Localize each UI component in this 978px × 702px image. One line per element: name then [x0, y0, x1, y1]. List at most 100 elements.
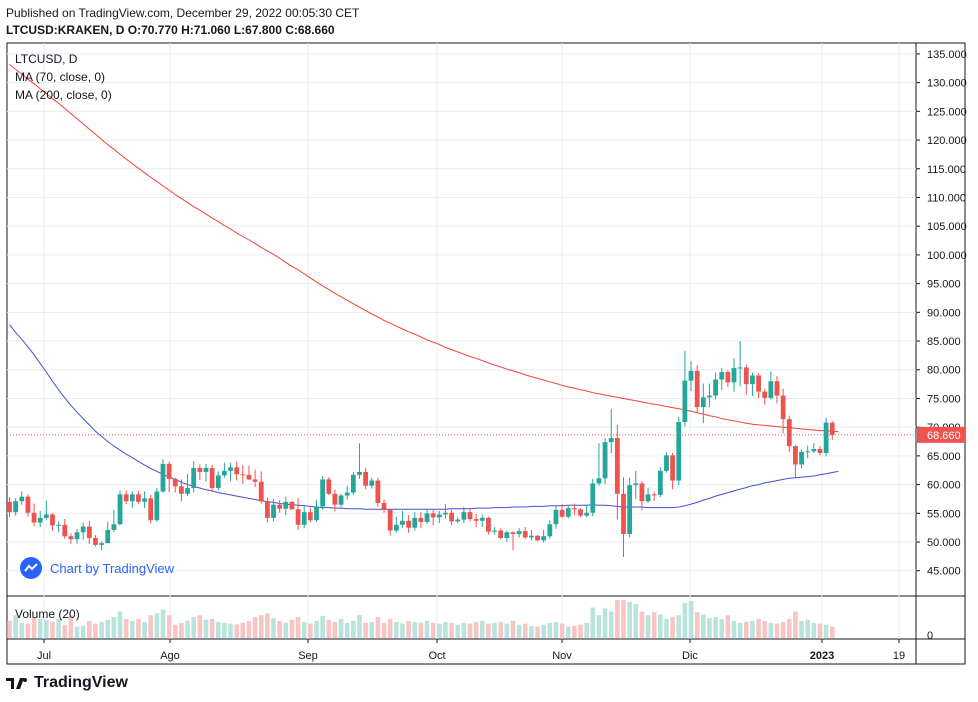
tradingview-logo-icon — [6, 676, 28, 690]
candle-body — [516, 531, 522, 534]
volume-bar — [25, 623, 31, 638]
volume-bar — [215, 622, 221, 638]
candle-body — [467, 512, 473, 520]
candle — [614, 424, 620, 520]
candle — [688, 361, 694, 391]
candle — [19, 491, 25, 505]
volume-bar — [56, 619, 61, 638]
candle-body — [793, 446, 798, 465]
y-tick-label: 60.000 — [927, 480, 961, 492]
candle — [743, 364, 749, 396]
candle-body — [295, 509, 301, 525]
volume-bar — [123, 619, 129, 638]
volume-bar — [651, 612, 657, 638]
volume-bar — [381, 622, 387, 638]
legend-ma70[interactable]: MA (70, close, 0) — [15, 70, 106, 84]
candle-body — [688, 370, 694, 381]
x-tick-label: 19 — [893, 650, 905, 662]
candle-body — [713, 379, 718, 396]
y-tick-label: 90.000 — [927, 307, 961, 319]
volume-bar — [762, 620, 768, 638]
candle-body — [117, 494, 123, 525]
volume-bar — [811, 622, 817, 638]
candle — [731, 358, 737, 392]
volume-bar — [203, 619, 209, 638]
volume-bar — [627, 601, 632, 638]
candle-body — [743, 367, 749, 385]
footer-logo[interactable]: TradingView — [6, 674, 128, 692]
volume-bar — [258, 615, 264, 638]
candle — [584, 504, 590, 518]
volume-bar — [326, 619, 332, 638]
candle-body — [737, 367, 743, 369]
candle — [7, 497, 12, 518]
candle-body — [768, 381, 774, 398]
candle-body — [670, 455, 676, 481]
volume-bar — [559, 623, 565, 638]
y-tick-label: 45.000 — [927, 566, 961, 578]
y-tick-label: 75.000 — [927, 393, 961, 405]
candle — [179, 479, 184, 502]
candle-body — [215, 475, 221, 489]
candle-body — [627, 485, 633, 534]
candle-body — [725, 372, 731, 383]
x-tick-label: Jul — [37, 650, 51, 662]
candle — [13, 498, 19, 516]
candle-body — [676, 422, 682, 481]
candle — [246, 465, 252, 481]
volume-bar — [584, 622, 589, 638]
watermark-text: Chart by TradingView — [50, 560, 175, 576]
candle-body — [436, 514, 442, 518]
legend-volume[interactable]: Volume (20) — [15, 607, 80, 621]
candle-body — [817, 448, 823, 454]
volume-bar — [363, 622, 368, 638]
published-info: Published on TradingView.com, December 2… — [6, 6, 360, 20]
candle — [522, 527, 528, 540]
candle — [363, 467, 369, 490]
volume-bar — [338, 619, 344, 638]
volume-bar — [406, 620, 411, 638]
candle-body — [522, 531, 528, 538]
candle — [142, 491, 147, 509]
volume-bar — [344, 622, 350, 638]
volume-bar — [44, 620, 49, 638]
legend-symbol[interactable]: LTCUSD, D — [15, 52, 78, 66]
volume-bar — [750, 620, 755, 638]
candle-body — [412, 517, 418, 528]
candle — [123, 490, 129, 505]
candle — [725, 370, 731, 387]
candle — [258, 471, 264, 504]
footer-text: TradingView — [34, 674, 128, 691]
candle — [320, 475, 326, 510]
volume-bar — [658, 614, 663, 638]
volume-bar — [301, 622, 307, 638]
volume-bar — [430, 622, 436, 638]
candle-body — [228, 467, 233, 471]
candle — [412, 512, 418, 531]
candle-body — [424, 513, 430, 522]
candle-body — [129, 494, 135, 502]
candle — [596, 443, 602, 486]
last-price-tag — [917, 426, 965, 443]
volume-bar — [547, 622, 553, 638]
candle-body — [86, 526, 92, 539]
volume-bar — [615, 600, 620, 638]
volume-bar — [246, 620, 252, 638]
legend-ma200[interactable]: MA (200, close, 0) — [15, 88, 112, 102]
volume-bar — [148, 615, 154, 638]
volume-bar — [829, 626, 835, 638]
candle-body — [43, 514, 49, 518]
candle-body — [584, 512, 590, 516]
candle — [461, 506, 467, 524]
candle — [799, 449, 804, 469]
candle-body — [271, 504, 276, 518]
volume-bar — [676, 615, 682, 638]
volume-bar — [578, 624, 583, 638]
candle — [707, 383, 712, 408]
candle — [160, 459, 166, 493]
tradingview-watermark[interactable]: Chart by TradingView — [20, 557, 174, 579]
volume-bar — [424, 620, 430, 638]
volume-bar — [271, 618, 276, 638]
candle-body — [719, 372, 725, 380]
